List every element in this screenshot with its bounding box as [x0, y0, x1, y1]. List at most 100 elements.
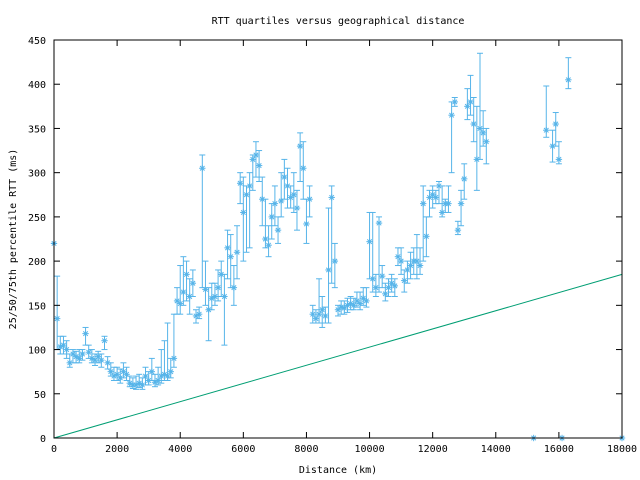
data-point	[224, 229, 231, 280]
data-point	[552, 112, 559, 147]
median-marker	[231, 285, 237, 291]
median-marker	[436, 183, 442, 189]
data-point	[262, 198, 269, 249]
median-marker	[284, 183, 291, 189]
median-marker	[82, 331, 89, 337]
median-marker	[553, 121, 559, 127]
y-tick-label: 400	[28, 80, 46, 91]
data-point	[211, 282, 219, 306]
median-marker	[316, 311, 322, 317]
data-point	[401, 269, 408, 293]
median-marker	[123, 371, 130, 377]
median-marker	[171, 355, 177, 361]
data-point	[328, 185, 335, 284]
median-marker	[114, 371, 120, 377]
data-point	[350, 297, 357, 311]
median-marker	[215, 285, 221, 291]
data-point	[385, 278, 392, 297]
data-point	[344, 297, 351, 313]
plot-area	[50, 52, 626, 442]
data-point	[287, 185, 294, 209]
median-marker	[259, 196, 265, 202]
data-point	[290, 172, 298, 213]
median-marker	[247, 183, 253, 189]
median-marker	[549, 143, 556, 149]
data-point	[233, 225, 241, 280]
data-point	[227, 234, 234, 289]
data-point	[296, 132, 304, 183]
data-point	[236, 172, 244, 205]
data-point	[66, 353, 73, 368]
median-marker	[483, 139, 489, 145]
data-point	[378, 265, 386, 289]
data-point	[202, 260, 209, 306]
x-tick-label: 4000	[168, 444, 192, 455]
data-point	[164, 322, 171, 382]
median-marker	[348, 300, 354, 307]
data-point	[145, 371, 152, 386]
median-marker	[404, 267, 411, 273]
data-point	[104, 356, 111, 370]
median-marker	[221, 293, 227, 300]
data-point	[565, 57, 572, 90]
median-marker	[307, 196, 313, 202]
median-marker	[79, 351, 85, 357]
median-marker	[430, 192, 436, 198]
data-point	[240, 176, 247, 262]
data-point	[195, 306, 203, 320]
data-point	[369, 211, 376, 293]
median-marker	[392, 283, 398, 289]
median-marker	[206, 307, 212, 313]
median-marker	[556, 156, 562, 162]
data-point	[91, 353, 99, 366]
y-tick-label: 450	[28, 36, 46, 47]
median-marker	[360, 295, 366, 301]
median-marker	[458, 201, 464, 207]
data-point	[322, 306, 329, 324]
median-marker	[95, 354, 101, 360]
plot-border	[53, 39, 623, 439]
data-point	[85, 344, 92, 359]
data-point	[445, 185, 452, 213]
median-marker	[177, 300, 183, 307]
data-point	[259, 176, 266, 227]
x-axis-label: Distance (km)	[299, 465, 377, 476]
median-marker	[256, 162, 262, 169]
data-point	[180, 256, 187, 306]
data-point	[543, 85, 550, 138]
data-point	[372, 273, 380, 297]
data-point	[331, 242, 339, 289]
median-marker	[471, 121, 477, 127]
data-point	[391, 278, 398, 297]
median-marker	[382, 291, 388, 297]
data-point	[255, 150, 263, 183]
median-marker	[414, 258, 420, 264]
y-axis-label: 25/50/75th percentile RTT (ms)	[8, 149, 19, 330]
data-point	[173, 287, 181, 315]
median-marker	[64, 346, 70, 353]
median-marker	[67, 360, 73, 366]
median-marker	[338, 304, 344, 310]
median-marker	[54, 316, 60, 322]
data-point	[388, 273, 395, 293]
median-marker	[445, 201, 452, 207]
data-point	[205, 287, 212, 342]
x-tick-label: 18000	[607, 444, 637, 455]
median-marker	[108, 369, 114, 375]
median-marker	[310, 311, 316, 317]
median-marker	[127, 380, 133, 386]
median-marker	[243, 192, 250, 198]
data-point	[325, 207, 332, 324]
data-point	[366, 211, 373, 280]
y-tick-label: 50	[34, 390, 46, 401]
median-marker	[354, 298, 360, 304]
median-marker	[212, 293, 218, 300]
data-point	[142, 366, 149, 386]
data-point	[549, 129, 556, 163]
median-marker	[474, 156, 480, 162]
median-marker	[477, 125, 483, 132]
median-marker	[464, 103, 470, 109]
median-marker	[120, 369, 127, 375]
median-marker	[101, 338, 108, 344]
